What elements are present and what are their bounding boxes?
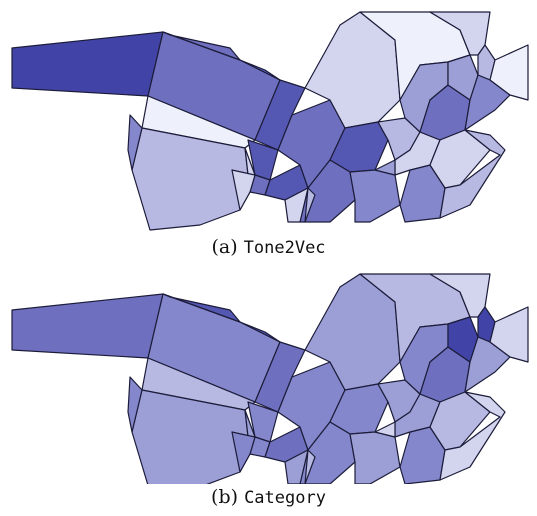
region-cell	[374, 159, 396, 176]
region-cell	[231, 169, 256, 211]
caption-category-prefix: (b)	[211, 486, 245, 508]
region-cell	[489, 44, 529, 101]
region-cell	[489, 306, 529, 363]
voronoi-map-tone2vec	[0, 0, 537, 235]
caption-tone2vec: (a) Tone2Vec	[0, 236, 537, 258]
region-cell	[349, 431, 401, 484]
voronoi-map-category	[0, 262, 537, 484]
region-cell	[127, 376, 143, 433]
caption-tone2vec-prefix: (a)	[211, 236, 244, 258]
region-cell	[231, 431, 256, 473]
caption-category-name: Category	[244, 488, 326, 508]
region-cell	[304, 187, 316, 223]
region-cell	[349, 169, 401, 223]
voronoi-map-tone2vec-svg	[11, 11, 529, 231]
caption-tone2vec-name: Tone2Vec	[243, 238, 326, 258]
region-cell	[239, 321, 281, 343]
region-cell	[162, 293, 241, 323]
region-cell	[374, 421, 396, 438]
region-cell	[162, 31, 241, 61]
region-cell	[11, 31, 164, 97]
region-cell	[439, 391, 506, 481]
voronoi-map-category-svg	[11, 273, 529, 484]
caption-category: (b) Category	[0, 486, 537, 508]
region-cell	[239, 59, 281, 81]
region-cell	[11, 293, 164, 359]
region-cell	[439, 129, 506, 219]
region-cell	[284, 187, 309, 223]
region-cell	[127, 114, 143, 171]
region-cell	[284, 449, 309, 484]
region-cell	[304, 449, 316, 484]
